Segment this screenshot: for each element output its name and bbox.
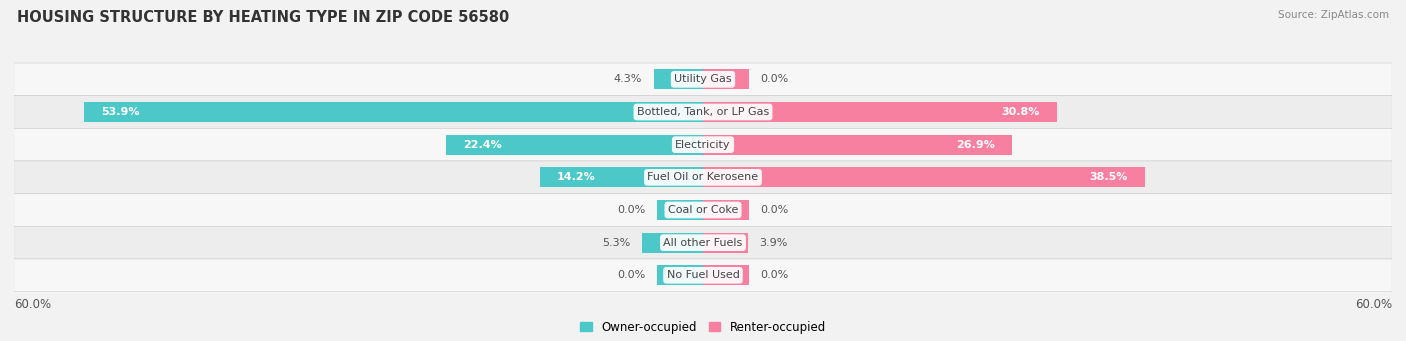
Text: Bottled, Tank, or LP Gas: Bottled, Tank, or LP Gas — [637, 107, 769, 117]
FancyBboxPatch shape — [14, 259, 1392, 292]
Text: 0.0%: 0.0% — [617, 205, 645, 215]
Bar — [643, 233, 703, 253]
Text: Source: ZipAtlas.com: Source: ZipAtlas.com — [1278, 10, 1389, 20]
Bar — [703, 102, 1057, 122]
Text: 4.3%: 4.3% — [614, 74, 643, 84]
Bar — [703, 233, 748, 253]
Bar — [703, 69, 749, 89]
Bar — [657, 200, 703, 220]
Bar — [703, 135, 1012, 155]
Text: 0.0%: 0.0% — [617, 270, 645, 280]
Text: Utility Gas: Utility Gas — [675, 74, 731, 84]
Text: 26.9%: 26.9% — [956, 140, 994, 150]
Text: 60.0%: 60.0% — [14, 298, 51, 311]
Text: Fuel Oil or Kerosene: Fuel Oil or Kerosene — [647, 172, 759, 182]
FancyBboxPatch shape — [14, 96, 1392, 128]
Text: All other Fuels: All other Fuels — [664, 238, 742, 248]
FancyBboxPatch shape — [14, 226, 1392, 259]
Text: 22.4%: 22.4% — [463, 140, 502, 150]
Text: 60.0%: 60.0% — [1355, 298, 1392, 311]
Text: Coal or Coke: Coal or Coke — [668, 205, 738, 215]
Text: HOUSING STRUCTURE BY HEATING TYPE IN ZIP CODE 56580: HOUSING STRUCTURE BY HEATING TYPE IN ZIP… — [17, 10, 509, 25]
Text: 30.8%: 30.8% — [1001, 107, 1039, 117]
FancyBboxPatch shape — [14, 161, 1392, 194]
Text: 0.0%: 0.0% — [761, 205, 789, 215]
Text: 53.9%: 53.9% — [101, 107, 139, 117]
Text: 0.0%: 0.0% — [761, 74, 789, 84]
Text: No Fuel Used: No Fuel Used — [666, 270, 740, 280]
Text: 5.3%: 5.3% — [602, 238, 631, 248]
Text: 38.5%: 38.5% — [1090, 172, 1128, 182]
Bar — [446, 135, 703, 155]
Bar — [703, 200, 749, 220]
FancyBboxPatch shape — [14, 194, 1392, 226]
Text: Electricity: Electricity — [675, 140, 731, 150]
FancyBboxPatch shape — [14, 128, 1392, 161]
Bar — [703, 167, 1144, 188]
FancyBboxPatch shape — [14, 63, 1392, 96]
Bar — [84, 102, 703, 122]
Legend: Owner-occupied, Renter-occupied: Owner-occupied, Renter-occupied — [575, 316, 831, 338]
Text: 0.0%: 0.0% — [761, 270, 789, 280]
Text: 3.9%: 3.9% — [759, 238, 787, 248]
Text: 14.2%: 14.2% — [557, 172, 596, 182]
Bar — [654, 69, 703, 89]
Bar — [540, 167, 703, 188]
Bar — [657, 265, 703, 285]
Bar — [703, 265, 749, 285]
